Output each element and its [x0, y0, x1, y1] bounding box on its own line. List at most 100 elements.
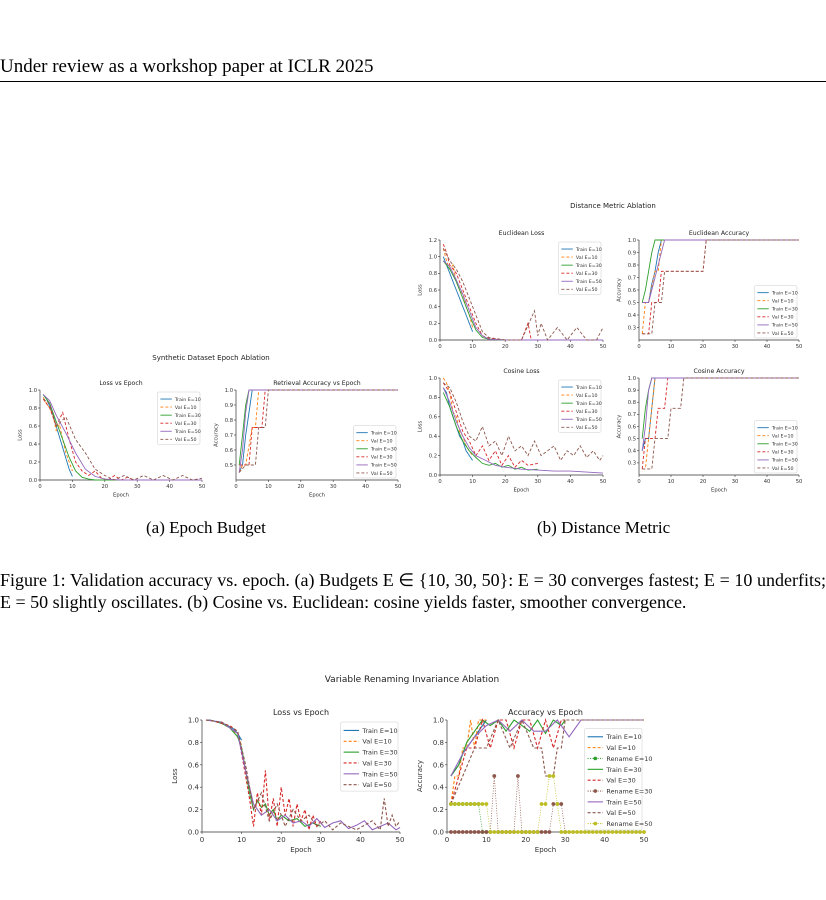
series-line-train10 [442, 387, 473, 461]
x-axis-label: Epoch [535, 846, 556, 854]
series-point-rename50 [590, 830, 595, 834]
series-point-rename50 [527, 830, 532, 834]
chart-b_closs: Cosine Loss 0 10 20 30 40 50 0.0 0.2 0.4 0.6 0.8 1.0… [417, 368, 606, 493]
fig1a-suptitle: Synthetic Dataset Epoch Ablation [152, 354, 269, 362]
x-tick-label: 30 [330, 484, 337, 490]
x-tick-label: 50 [600, 479, 607, 485]
legend-label: Train E=10 [605, 733, 641, 741]
series-line-val10 [450, 719, 487, 805]
series-point-rename50 [618, 830, 623, 834]
y-tick-label: 0.0 [433, 828, 444, 836]
x-tick-label: 0 [438, 479, 441, 485]
legend-label: Val E=50 [175, 437, 197, 443]
x-tick-label: 30 [134, 484, 141, 490]
legend-label: Train E=30 [361, 749, 397, 757]
y-tick-label: 1.0 [628, 376, 636, 382]
legend-marker [593, 789, 598, 793]
series-point-rename50 [543, 802, 548, 806]
x-tick-label: 0 [234, 484, 237, 490]
x-tick-label: 40 [356, 836, 365, 844]
series-point-rename50 [559, 830, 564, 834]
series-point-rename50 [488, 830, 493, 834]
x-tick-label: 10 [482, 836, 491, 844]
figure-caption: Figure 1: Validation accuracy vs. epoch.… [0, 569, 826, 613]
y-tick-label: 0.4 [429, 434, 438, 440]
series-point-rename50 [606, 830, 611, 834]
x-tick-label: 20 [700, 479, 707, 485]
chart-title: Accuracy vs Epoch [508, 708, 583, 717]
chart-title: Cosine Loss [503, 368, 539, 375]
series-point-rename50 [496, 830, 501, 834]
series-line-val50 [42, 398, 203, 481]
chart-b_eloss: Euclidean Loss 0 10 20 30 40 50 0.0 0.2 0.4 0.6 0.8… [417, 230, 606, 350]
y-tick-label: 0.0 [29, 478, 37, 484]
y-tick-label: 0.4 [29, 442, 38, 448]
series-point-rename50 [547, 774, 552, 778]
x-tick-label: 20 [502, 344, 509, 350]
series-line-train10 [442, 256, 474, 332]
series-line-val50 [450, 718, 644, 805]
series-point-rename50 [642, 830, 646, 834]
legend-label: Train E=30 [605, 766, 641, 774]
x-tick-label: 40 [764, 344, 771, 350]
y-tick-label: 0.5 [628, 300, 636, 306]
series-line-val10 [42, 396, 73, 472]
y-tick-label: 0.5 [225, 463, 233, 469]
series-line-train50 [442, 260, 603, 341]
series-point-rename50 [583, 830, 587, 834]
legend-label: Rename E=30 [606, 787, 652, 795]
series-point-rename50 [563, 830, 568, 834]
series-point-rename50 [551, 774, 556, 778]
y-tick-label: 0.6 [188, 761, 200, 769]
legend-label: Train E=30 [771, 442, 798, 448]
series-point-rename50 [508, 830, 512, 834]
series-line-train30 [205, 719, 322, 828]
y-tick-label: 1.0 [628, 238, 636, 244]
series-point-rename30 [472, 830, 477, 834]
y-tick-label: 0.8 [29, 406, 37, 412]
x-tick-label: 50 [600, 344, 607, 350]
legend-label: Val E=30 [362, 759, 391, 767]
legend-label: Val E=10 [606, 744, 635, 752]
x-tick-label: 10 [237, 836, 246, 844]
series-point-rename30 [551, 802, 556, 806]
series-point-rename50 [449, 802, 453, 806]
series-line-train50 [442, 387, 604, 474]
y-tick-label: 0.3 [628, 325, 636, 331]
y-tick-label: 0.2 [429, 453, 437, 459]
fig2-suptitle: Variable Renaming Invariance Ablation [325, 675, 500, 685]
y-tick-label: 0.0 [429, 338, 437, 344]
series-point-rename50 [571, 830, 575, 834]
y-tick-label: 0.8 [429, 395, 437, 401]
legend-label: Val E=10 [576, 393, 598, 399]
x-tick-label: 30 [561, 836, 570, 844]
x-tick-label: 40 [362, 484, 369, 490]
x-tick-label: 30 [732, 344, 739, 350]
y-tick-label: 0.4 [628, 449, 637, 455]
legend-label: Val E=30 [606, 777, 635, 785]
legend-label: Train E=10 [575, 247, 602, 253]
x-tick-label: 20 [297, 484, 304, 490]
legend-label: Val E=10 [371, 439, 393, 445]
series-point-rename30 [464, 830, 469, 834]
legend-label: Train E=10 [771, 290, 798, 296]
legend-label: Train E=50 [771, 323, 798, 329]
y-tick-label: 0.4 [433, 784, 445, 792]
caption-text: Validation accuracy vs. epoch. (a) Budge… [0, 570, 826, 612]
legend-label: Val E=30 [175, 421, 197, 427]
series-point-rename50 [464, 802, 469, 806]
series-line-val10 [442, 248, 474, 328]
series-line-train30 [442, 392, 538, 471]
y-tick-label: 1.0 [29, 388, 37, 394]
series-point-rename50 [468, 802, 473, 806]
y-axis-label: Loss [417, 421, 423, 433]
series-point-rename50 [456, 802, 461, 806]
y-tick-label: 0.0 [188, 828, 199, 836]
series-point-rename50 [555, 802, 560, 806]
legend-label: Val E=10 [362, 738, 391, 746]
y-axis-label: Accuracy [213, 423, 219, 447]
series-point-rename50 [460, 802, 465, 806]
legend-label: Rename E=10 [606, 755, 652, 763]
series-line-train50 [42, 394, 202, 481]
